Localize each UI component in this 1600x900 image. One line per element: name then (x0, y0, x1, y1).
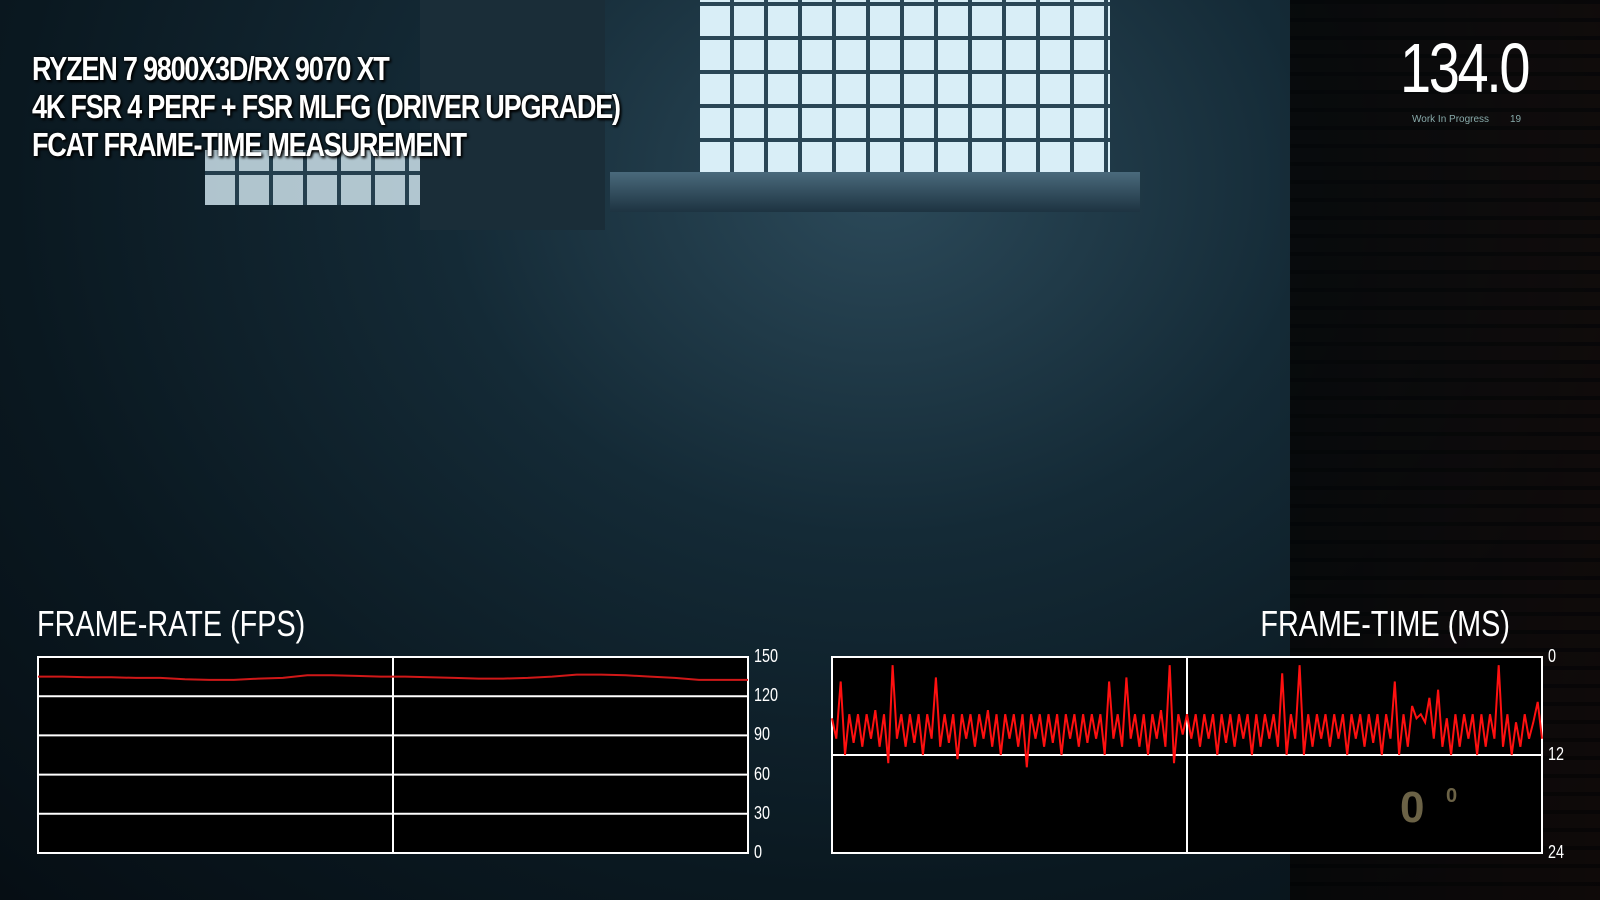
frametime-chart-title: FRAME-TIME (MS) (1260, 603, 1510, 644)
window-small (205, 150, 420, 205)
fps-chart (37, 656, 749, 854)
frametime-chart (831, 656, 1543, 854)
title-line: 4K FSR 4 PERF + FSR MLFG (DRIVER UPGRADE… (32, 88, 621, 125)
series-line (38, 673, 748, 681)
benchmark-title: RYZEN 7 9800X3D/RX 9070 XT 4K FSR 4 PERF… (32, 50, 621, 164)
y-tick-label: 60 (754, 763, 771, 784)
title-line: FCAT FRAME-TIME MEASUREMENT (32, 126, 467, 163)
window-large (700, 0, 1110, 172)
counter-sup: 0 (1446, 785, 1458, 807)
wall-pillar (420, 0, 605, 230)
y-tick-label: 0 (1548, 646, 1557, 666)
y-tick-label: 120 (754, 685, 779, 706)
counter-text: 0 (1400, 783, 1425, 832)
window-sill (610, 172, 1140, 212)
title-line: RYZEN 7 9800X3D/RX 9070 XT (32, 50, 390, 87)
series-line (831, 665, 1543, 768)
y-tick-label: 30 (754, 802, 771, 823)
watermark-number: 19 (1510, 114, 1522, 125)
y-tick-label: 90 (754, 724, 771, 745)
y-tick-label: 24 (1548, 842, 1565, 862)
y-tick-label: 150 (754, 646, 779, 666)
watermark: Work In Progress (1412, 114, 1490, 125)
fps-chart-title: FRAME-RATE (FPS) (37, 603, 306, 644)
y-tick-label: 0 (754, 842, 763, 862)
y-tick-label: 12 (1548, 744, 1565, 764)
current-fps: 134.0 (1399, 29, 1531, 107)
